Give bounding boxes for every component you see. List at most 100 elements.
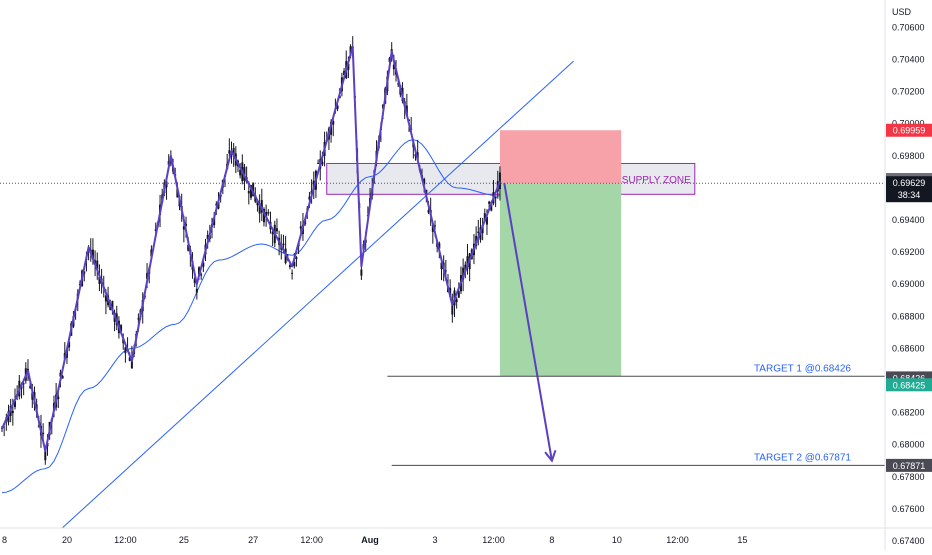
current-price-badge-countdown: 38:34 xyxy=(898,190,921,200)
target-label: TARGET 2 @0.67871 xyxy=(754,452,851,463)
currency-label: USD xyxy=(892,7,912,17)
stop-loss-zone xyxy=(499,130,622,184)
price-tick-label: 0.70400 xyxy=(892,54,925,64)
candle-body xyxy=(498,172,501,190)
current-price-badge-bg xyxy=(886,176,932,203)
candle-body xyxy=(185,223,188,226)
candle-body xyxy=(31,392,34,400)
price-tick-label: 0.70000 xyxy=(892,119,925,129)
candle-body xyxy=(466,256,469,268)
candle-body xyxy=(13,400,16,408)
time-tick-label: 3 xyxy=(432,535,437,545)
candle-body xyxy=(288,265,291,268)
candle-body xyxy=(265,212,268,217)
candle-body xyxy=(308,196,311,200)
time-tick-label: 27 xyxy=(248,535,258,545)
candle-body xyxy=(282,243,285,246)
zigzag-pattern xyxy=(1,45,501,453)
candle-body xyxy=(187,245,190,251)
candle-body xyxy=(124,347,127,354)
candle-body xyxy=(182,226,185,230)
target-label: TARGET 1 @0.68426 xyxy=(754,363,851,374)
candle-body xyxy=(206,235,209,240)
candle-body xyxy=(247,191,250,194)
forecast-arrow-head xyxy=(544,449,557,463)
candle-body xyxy=(137,318,140,320)
candle-body xyxy=(198,267,201,276)
candle-body xyxy=(488,201,491,204)
candle-body xyxy=(11,410,14,414)
price-tick-label: 0.69400 xyxy=(892,215,925,225)
candle-body xyxy=(195,288,198,293)
candle-body xyxy=(217,201,220,209)
candle-body xyxy=(457,291,460,298)
forecast-arrow-line xyxy=(503,182,553,461)
candle-body xyxy=(29,386,32,388)
time-tick-label: 12:00 xyxy=(482,535,505,545)
candle-body xyxy=(37,425,40,427)
plot-area: TARGET 1 @0.68426 TARGET 2 @0.67871 SUPPLY… xyxy=(0,36,885,528)
candle-body xyxy=(154,229,157,231)
candle-body xyxy=(392,64,395,70)
candle-body xyxy=(427,210,430,213)
price-tick-label: 0.67600 xyxy=(892,504,925,514)
candle-body xyxy=(397,83,400,85)
candle-body xyxy=(455,299,458,303)
candle-body xyxy=(215,203,218,206)
candle-body xyxy=(228,150,231,154)
candle-body xyxy=(431,224,434,232)
candle-body xyxy=(42,432,45,435)
candle-body xyxy=(343,70,346,76)
price-tick-label: 0.68000 xyxy=(892,440,925,450)
candle-body xyxy=(98,276,101,284)
time-tick-label: 8 xyxy=(2,535,7,545)
candle-body xyxy=(494,196,497,199)
candle-body xyxy=(111,301,114,310)
candle-body xyxy=(423,178,426,185)
time-tick-label: 8 xyxy=(549,535,554,545)
candle-body xyxy=(165,181,168,188)
candle-body xyxy=(104,295,107,302)
candle-body xyxy=(336,105,339,109)
price-tick-label: 0.68600 xyxy=(892,343,925,353)
time-tick-label: 25 xyxy=(179,535,189,545)
price-tick-label: 0.68800 xyxy=(892,311,925,321)
target-green-price-badge: 0.68425 xyxy=(893,380,926,390)
candle-body xyxy=(275,228,278,232)
candle-body xyxy=(96,260,99,270)
candle-body xyxy=(451,303,454,315)
candle-body xyxy=(128,357,131,361)
time-tick-label: 15 xyxy=(737,535,747,545)
price-tick-label: 0.67400 xyxy=(892,536,925,546)
price-tick-label: 0.69200 xyxy=(892,247,925,257)
candle-body xyxy=(83,271,86,274)
candle-body xyxy=(256,200,259,206)
take-profit-zone xyxy=(499,183,622,377)
candle-body xyxy=(44,450,47,461)
target2-price-badge-bg xyxy=(886,458,932,472)
candle-body xyxy=(438,243,441,249)
candle-body xyxy=(59,372,62,377)
candle-body xyxy=(405,105,408,116)
candle-body xyxy=(258,203,261,214)
price-tick-label: 0.69000 xyxy=(892,279,925,289)
candle-body xyxy=(477,231,480,234)
candle-body xyxy=(360,269,363,276)
candle-body xyxy=(293,261,296,267)
candle-body xyxy=(485,216,488,225)
candle-body xyxy=(249,185,252,198)
candle-body xyxy=(260,200,263,213)
candle-body xyxy=(434,225,436,227)
candles xyxy=(1,36,501,465)
target2-price-badge: 0.67871 xyxy=(893,461,926,471)
candle-body xyxy=(299,226,302,229)
current-price-badge: 0.69629 xyxy=(893,178,926,188)
candle-body xyxy=(317,162,320,164)
candle-body xyxy=(193,278,196,283)
candle-body xyxy=(332,120,335,125)
candle-body xyxy=(68,341,71,348)
candle-body xyxy=(200,274,203,276)
candle-body xyxy=(267,212,270,214)
